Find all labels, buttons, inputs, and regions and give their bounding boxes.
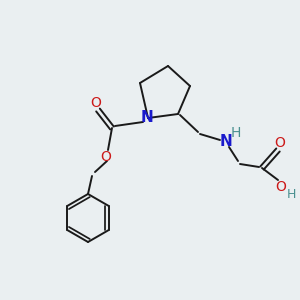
Text: O: O — [274, 136, 285, 150]
Text: O: O — [276, 180, 286, 194]
Text: O: O — [91, 96, 101, 110]
Text: O: O — [100, 150, 111, 164]
Text: H: H — [231, 126, 241, 140]
Text: N: N — [141, 110, 153, 124]
Text: N: N — [220, 134, 232, 149]
Text: H: H — [286, 188, 296, 200]
